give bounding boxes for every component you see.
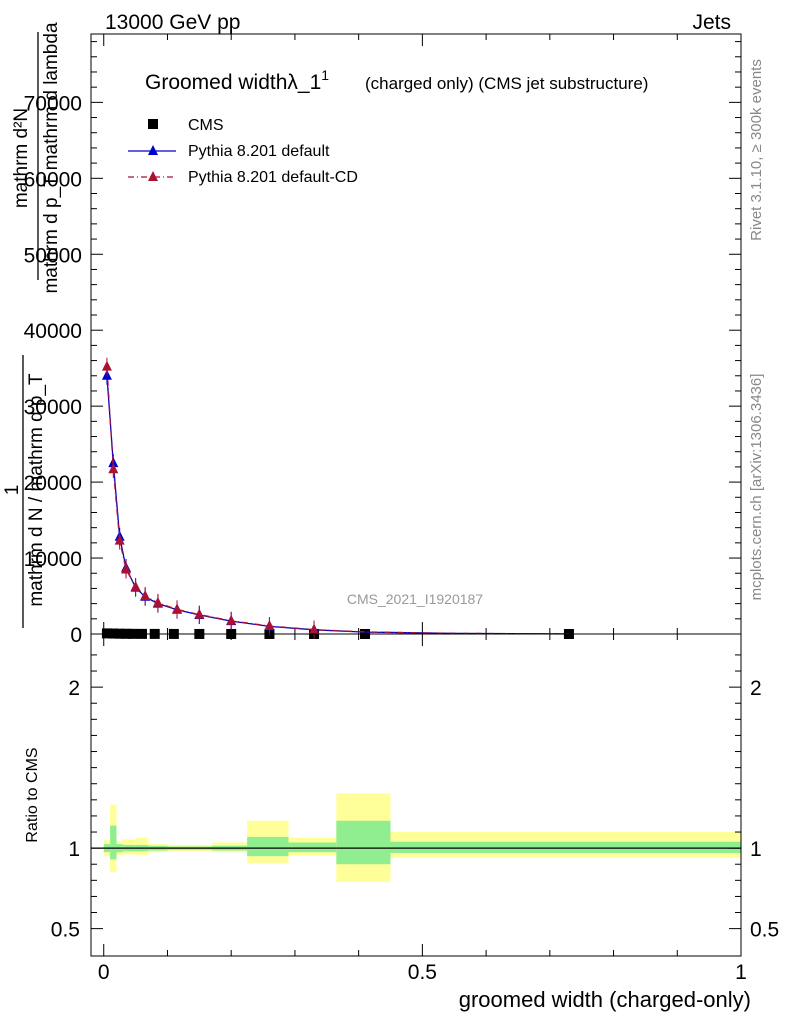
y-label-one: 1 xyxy=(2,485,23,496)
y-axis-label-main: mathrm d²N mathrm d p_T mathrm d lambda … xyxy=(2,22,62,628)
ratio-y-tick-label-right: 2 xyxy=(750,677,762,700)
legend-default-label: Pythia 8.201 default xyxy=(188,143,330,160)
rivet-label: Rivet 3.1.10, ≥ 300k events xyxy=(748,59,765,241)
pythia-cd-data-point xyxy=(172,603,183,614)
x-tick-label: 1 xyxy=(735,961,747,984)
pythia-cd-data-point xyxy=(140,590,151,601)
x-axis-label: groomed width (charged-only) xyxy=(459,987,751,1012)
ratio-y-tick-label-right: 0.5 xyxy=(750,919,779,942)
ratio-inner-band xyxy=(390,841,741,853)
legend-cms-marker xyxy=(148,119,158,129)
ratio-y-tick-label: 1 xyxy=(68,838,80,861)
legend-default-marker xyxy=(148,145,158,155)
y-tick-label: 10000 xyxy=(24,548,82,571)
process-label: Jets xyxy=(692,11,731,34)
pythia-default-line xyxy=(106,375,569,635)
pythia-cd-data-point xyxy=(152,596,163,607)
pythia-cd-data-point xyxy=(108,463,119,474)
ratio-inner-band xyxy=(247,836,289,857)
y-label-top: mathrm d²N xyxy=(11,108,32,208)
pythia-cd-data-point xyxy=(309,623,320,634)
ratio-panel-frame xyxy=(90,633,742,957)
watermark: CMS_2021_I1920187 xyxy=(347,591,483,607)
ratio-y-tick-label-right: 1 xyxy=(750,838,762,861)
pythia-cd-data-point xyxy=(194,608,205,619)
y-tick-label: 30000 xyxy=(24,396,82,419)
pythia-cd-data-point xyxy=(130,580,141,591)
energy-label: 13000 GeV pp xyxy=(105,11,240,34)
pythia-cd-data-point xyxy=(114,534,125,545)
mcplots-label: mcplots.cern.ch [arXiv:1306.3436] xyxy=(748,374,765,601)
cms-data-point xyxy=(101,628,112,639)
y-tick-label: 20000 xyxy=(24,472,82,495)
x-tick-label: 0 xyxy=(98,961,110,984)
ratio-inner-band xyxy=(110,825,117,860)
pythia-cd-data-point xyxy=(101,360,112,371)
ratio-y-tick-label: 2 xyxy=(68,677,80,700)
ratio-y-tick-label: 0.5 xyxy=(51,919,80,942)
plot-title: Groomed widthλ_11 xyxy=(145,67,329,94)
legend-cms-label: CMS xyxy=(188,117,224,134)
pythia-cd-data-point xyxy=(226,614,237,625)
y-label-frac: mathrm d N / mathrm d p_T xyxy=(26,373,47,607)
pythia-cd-line xyxy=(106,366,569,635)
legend: CMS Pythia 8.201 default Pythia 8.201 de… xyxy=(128,117,358,186)
plot-title-main: Groomed widthλ_1 xyxy=(145,71,321,94)
legend-cd-marker xyxy=(148,171,158,181)
plot-title-suffix: (charged only) (CMS jet substructure) xyxy=(365,74,648,93)
y-axis-label-ratio: Ratio to CMS xyxy=(24,747,41,842)
pythia-cd-data-point xyxy=(121,563,132,574)
ratio-inner-band xyxy=(336,820,391,865)
legend-cd-label: Pythia 8.201 default-CD xyxy=(188,169,358,186)
ratio-inner-band xyxy=(288,842,337,853)
y-tick-label: 0 xyxy=(70,624,82,647)
x-tick-label: 0.5 xyxy=(408,961,437,984)
pythia-cd-data-point xyxy=(264,620,275,631)
y-label-bottom: mathrm d p_T mathrm d lambda xyxy=(41,22,62,293)
y-tick-label: 40000 xyxy=(24,320,82,343)
plot-title-sup: 1 xyxy=(321,67,329,83)
